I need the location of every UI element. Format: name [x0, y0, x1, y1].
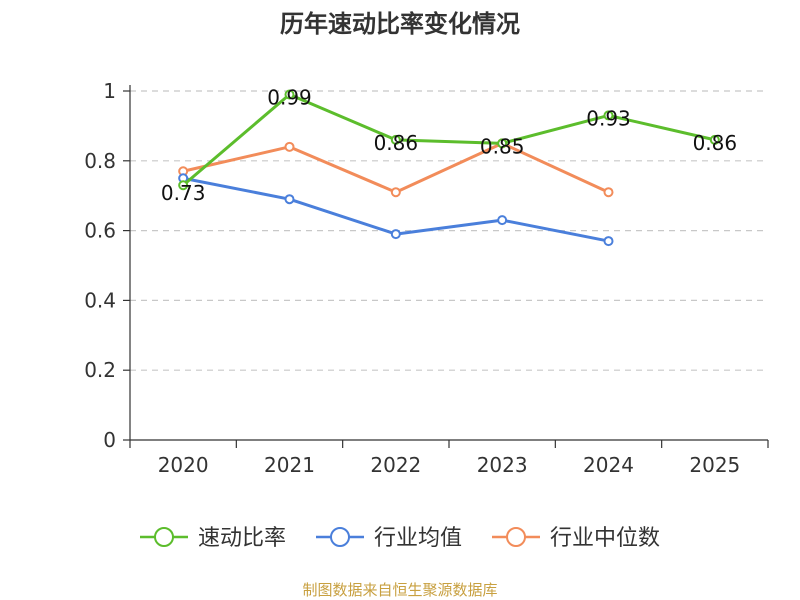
- legend-item-1: 行业均值: [316, 526, 462, 551]
- series-line-0: [182, 92, 716, 187]
- data-label: 0.93: [586, 106, 631, 130]
- legend-label: 速动比率: [198, 526, 286, 551]
- series-point-0: [178, 180, 189, 191]
- x-tick-label: 2023: [477, 453, 528, 477]
- series-point-1: [390, 229, 401, 240]
- y-tick-label: 0.6: [84, 219, 116, 243]
- legend-swatch-marker: [154, 527, 174, 547]
- source-caption: 制图数据来自恒生聚源数据库: [302, 581, 497, 599]
- axis-layer: 0 0.2 0.4 0.6 0.8 1 2020 2021 2022 2023 2024 2025: [84, 79, 769, 477]
- y-tick-label: 0: [103, 428, 116, 452]
- legend-label: 行业中位数: [550, 526, 660, 551]
- data-label: 0.85: [480, 134, 525, 158]
- y-tick-label: 1: [103, 79, 116, 103]
- label-layer: 0.73 0.99 0.86 0.85 0.93 0.86: [161, 85, 737, 205]
- series-layer: [178, 89, 720, 247]
- x-tick-label: 2022: [370, 453, 421, 477]
- x-tick-label: 2024: [583, 453, 634, 477]
- legend-label: 行业均值: [374, 526, 462, 551]
- data-label: 0.86: [693, 131, 738, 155]
- data-label: 0.73: [161, 181, 206, 205]
- series-point-0: [390, 134, 401, 145]
- series-point-1: [603, 236, 614, 247]
- grid-layer: [130, 90, 768, 371]
- data-label: 0.86: [374, 131, 419, 155]
- legend: 速动比率 行业均值 行业中位数: [140, 526, 660, 551]
- y-tick-label: 0.2: [84, 358, 116, 382]
- y-tick-label: 0.4: [84, 288, 116, 312]
- y-tick-label: 0.8: [84, 149, 116, 173]
- legend-item-0: 速动比率: [140, 526, 286, 551]
- x-tick-label: 2021: [264, 453, 315, 477]
- series-point-1: [497, 215, 508, 226]
- series-point-0: [709, 134, 720, 145]
- series-point-0: [284, 89, 295, 100]
- x-tick-label: 2025: [689, 453, 740, 477]
- series-point-2: [284, 141, 295, 152]
- series-point-2: [603, 187, 614, 198]
- series-point-1: [284, 194, 295, 205]
- x-tick-label: 2020: [158, 453, 209, 477]
- series-point-0: [497, 138, 508, 149]
- chart-title: 历年速动比率变化情况: [280, 10, 520, 38]
- series-point-2: [390, 187, 401, 198]
- legend-item-2: 行业中位数: [492, 526, 660, 551]
- legend-swatch-marker: [506, 527, 526, 547]
- data-label: 0.99: [267, 85, 312, 109]
- series-point-0: [603, 110, 614, 121]
- legend-swatch-marker: [330, 527, 350, 547]
